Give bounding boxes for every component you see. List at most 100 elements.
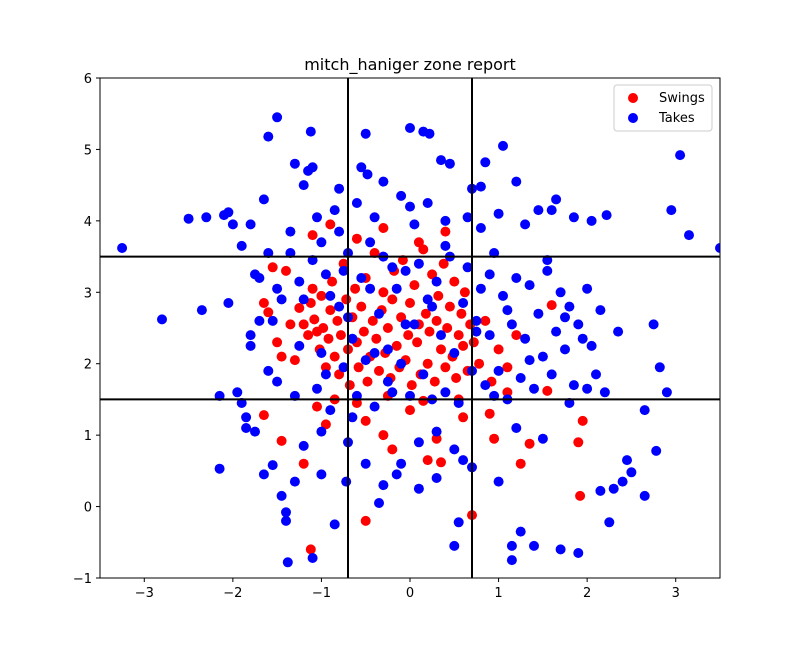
y-tick-label: 4	[84, 215, 92, 230]
takes-point	[157, 314, 167, 325]
takes-point	[546, 205, 557, 216]
swings-point	[307, 230, 318, 241]
takes-point	[356, 273, 367, 283]
x-tick-label: −2	[223, 586, 242, 601]
y-axis: −1 0 1 2 3 4 5 6	[73, 72, 100, 587]
swings-point	[350, 283, 361, 294]
takes-point	[573, 319, 584, 330]
takes-point	[617, 476, 628, 487]
takes-point	[236, 240, 247, 251]
takes-point	[506, 555, 517, 566]
takes-point	[312, 383, 322, 394]
takes-point	[250, 426, 260, 437]
takes-point	[506, 319, 517, 330]
takes-point	[639, 490, 650, 501]
swings-point	[298, 458, 309, 469]
takes-point	[294, 340, 305, 351]
swings-point	[263, 307, 274, 318]
takes-point	[409, 219, 420, 230]
swings-point	[318, 323, 329, 333]
swings-point	[405, 298, 415, 308]
takes-point	[599, 387, 610, 398]
takes-point	[214, 463, 225, 474]
takes-point	[546, 369, 557, 380]
takes-point	[661, 387, 672, 398]
takes-point	[405, 201, 415, 212]
legend-takes-marker	[628, 113, 638, 123]
swings-point	[444, 301, 455, 312]
takes-point	[365, 283, 376, 294]
takes-point	[341, 476, 352, 487]
takes-point	[413, 437, 424, 448]
takes-point	[263, 248, 274, 258]
takes-point	[201, 212, 212, 223]
swings-point	[356, 301, 367, 312]
takes-point	[493, 476, 504, 487]
takes-point	[475, 223, 486, 233]
swings-point	[272, 337, 283, 348]
takes-point	[511, 273, 522, 283]
takes-point	[223, 298, 234, 308]
swings-point	[323, 333, 334, 344]
swings-point	[358, 326, 369, 337]
takes-point	[498, 140, 508, 151]
swings-point	[502, 387, 513, 398]
takes-point	[582, 283, 593, 294]
swings-point	[334, 369, 345, 380]
takes-point	[320, 269, 331, 280]
takes-point	[325, 405, 336, 416]
takes-point	[236, 398, 247, 408]
takes-point	[396, 358, 407, 369]
takes-point	[551, 326, 562, 337]
takes-point	[422, 198, 433, 208]
takes-point	[484, 269, 495, 280]
swings-point	[458, 412, 469, 423]
takes-point	[362, 169, 373, 180]
takes-point	[258, 469, 269, 480]
swings-point	[515, 458, 526, 469]
swings-point	[320, 419, 331, 430]
swings-point	[406, 380, 417, 391]
swings-point	[378, 223, 389, 233]
takes-point	[453, 517, 464, 528]
swings-point	[360, 515, 371, 526]
x-tick-label: −3	[135, 586, 154, 601]
takes-point	[582, 383, 593, 394]
swings-point	[480, 315, 491, 326]
takes-point	[378, 480, 389, 491]
legend-swings-label: Swings	[659, 91, 705, 106]
takes-point	[241, 412, 252, 423]
swings-point	[427, 269, 438, 280]
y-tick-label: 5	[84, 143, 92, 158]
swings-point	[449, 276, 460, 287]
takes-point	[424, 128, 435, 139]
swings-point	[382, 323, 393, 333]
swings-point	[422, 455, 433, 466]
swings-point	[468, 337, 479, 348]
takes-point	[458, 298, 469, 308]
takes-point	[232, 387, 243, 398]
takes-point	[573, 548, 584, 558]
takes-point	[471, 315, 482, 326]
takes-point	[369, 348, 380, 358]
takes-point	[520, 333, 531, 344]
takes-point	[316, 348, 327, 358]
takes-point	[608, 483, 619, 494]
takes-point	[613, 326, 624, 337]
takes-point	[444, 158, 455, 169]
takes-point	[537, 433, 548, 444]
strike-zone-lines	[100, 78, 720, 578]
swings-point	[397, 255, 408, 266]
takes-point	[382, 344, 393, 355]
takes-point	[489, 248, 500, 258]
takes-point	[511, 176, 522, 187]
takes-point	[334, 226, 345, 237]
takes-point	[493, 208, 504, 219]
takes-point	[449, 540, 460, 551]
takes-point	[462, 262, 473, 273]
swings-point	[493, 344, 504, 355]
swings-point	[338, 258, 349, 269]
takes-point	[436, 155, 446, 166]
takes-point	[648, 319, 659, 330]
legend: Swings Takes	[613, 84, 713, 132]
